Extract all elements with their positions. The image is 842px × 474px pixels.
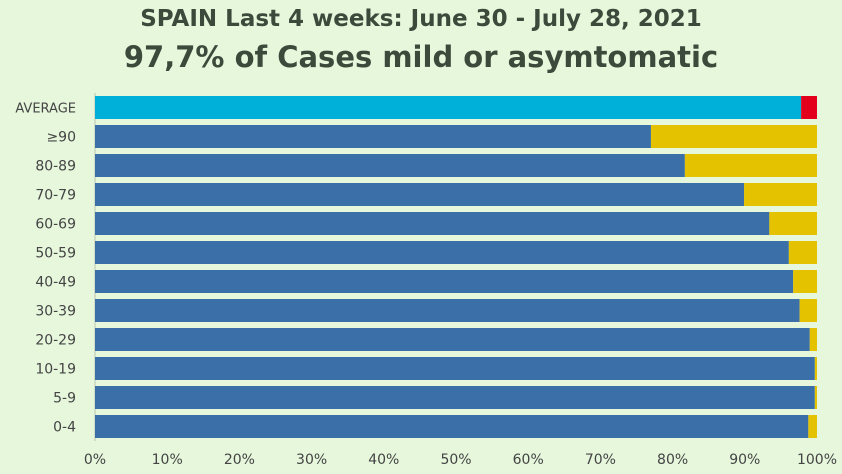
bar-group-main (95, 299, 800, 322)
x-tick-label: 40% (368, 452, 399, 468)
bar-group-main (95, 241, 789, 264)
category-label: 50-59 (35, 246, 76, 262)
x-tick-label: 60% (513, 452, 544, 468)
x-tick-label: 80% (657, 452, 688, 468)
bar-group-rest (788, 241, 817, 264)
category-label: 70-79 (35, 188, 76, 204)
chart-subtitle: 97,7% of Cases mild or asymtomatic (123, 40, 719, 74)
category-label: 20-29 (35, 333, 76, 349)
bar-group-main (95, 270, 794, 293)
bar-group-rest (684, 154, 817, 177)
category-label: 10-19 (35, 362, 76, 378)
x-tick-label: 50% (440, 452, 471, 468)
bar-group-rest (808, 415, 817, 438)
bar-group-main (95, 212, 770, 235)
x-tick-label: 0% (84, 452, 106, 468)
x-tick-label: 20% (224, 452, 255, 468)
category-label: AVERAGE (15, 102, 76, 117)
category-label: 5-9 (53, 391, 76, 407)
bar-group-main (95, 154, 685, 177)
bar-group-rest (650, 125, 817, 148)
bar-group-main (95, 415, 809, 438)
bar-group-rest (799, 299, 817, 322)
bar-average-main (95, 96, 802, 119)
category-label: 60-69 (35, 217, 76, 233)
bar-group-rest (769, 212, 817, 235)
chart-title: SPAIN Last 4 weeks: June 30 - July 28, 2… (140, 6, 702, 32)
bar-group-main (95, 328, 810, 351)
x-tick-label: 70% (585, 452, 616, 468)
category-label: ≥90 (46, 130, 76, 146)
bar-group-rest (814, 386, 817, 409)
bar-group-rest (814, 357, 817, 380)
x-tick-label: 100% (797, 452, 837, 468)
x-tick-label: 90% (729, 452, 760, 468)
category-label: 80-89 (35, 159, 76, 175)
bar-group-main (95, 357, 815, 380)
bar-group-main (95, 183, 745, 206)
bar-group-main (95, 386, 815, 409)
x-tick-label: 10% (152, 452, 183, 468)
category-label: 40-49 (35, 275, 76, 291)
bar-average-rest (801, 96, 817, 119)
bar-group-main (95, 125, 651, 148)
category-label: 0-4 (53, 420, 76, 436)
bar-group-rest (793, 270, 817, 293)
category-label: 30-39 (35, 304, 76, 320)
bar-group-rest (744, 183, 817, 206)
x-tick-label: 30% (296, 452, 327, 468)
bar-group-rest (809, 328, 817, 351)
